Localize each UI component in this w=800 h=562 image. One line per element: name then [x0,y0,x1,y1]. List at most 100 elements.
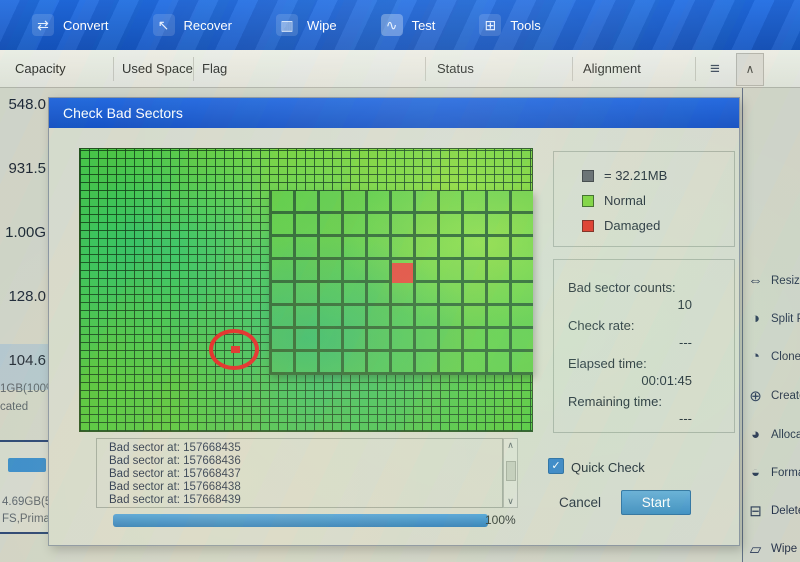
column-settings-icon[interactable]: ≡ [710,59,720,78]
check-rate-label: Check rate: [568,318,635,333]
check-bad-sectors-dialog: Check Bad Sectors = 32.21MB Normal Damag… [48,97,740,546]
toolbar-label-tools: Tools [510,17,541,33]
remaining-time-value: --- [679,411,692,426]
clone-pie-icon: ◔ [750,348,761,365]
block-size-label: = 32.21MB [604,168,668,183]
trash-icon: ⊟ [749,503,762,520]
log-line: Bad sector at: 157668439 [109,494,241,506]
menu-label-split: Split P [771,312,800,325]
elapsed-time-value: 00:01:45 [641,373,692,388]
column-divider [193,57,194,81]
shredder-icon: ▥ [275,14,298,36]
toolbar-label-convert: Convert [63,17,109,33]
menu-item-wipe-partition[interactable]: ▱ Wipe Partitio [747,540,800,558]
column-header-flag[interactable]: Flag [202,61,228,76]
legend-box: = 32.21MB Normal Damaged [553,151,735,247]
checkmark-icon: ✓ [551,460,561,472]
bad-sector-counts-value: 10 [677,297,692,312]
tools-grid-icon: ⊞ [479,14,502,36]
bad-sector-counts-label: Bad sector counts: [568,280,676,295]
elapsed-time-label: Elapsed time: [568,356,647,371]
column-header-status[interactable]: Status [437,61,474,76]
normal-label: Normal [604,193,646,208]
waveform-icon: ∿ [380,14,403,36]
menu-item-delete-partition[interactable]: ⊟ Delete Part [747,502,800,520]
capacity-cell[interactable]: 1.00G [5,224,46,241]
block-size-swatch [582,169,594,182]
menu-label-delete: Delete Part [771,505,800,517]
bad-sector-log: Bad sector at: 157668435 Bad sector at: … [96,438,503,508]
log-line: Bad sector at: 157668435 [109,442,241,454]
partition-unallocated-text: cated [0,401,29,413]
main-toolbar: ⇄ Convert ↖ Recover ▥ Wipe ∿ Test ⊞ Tool… [0,0,800,50]
magnified-sector-inset [269,191,533,375]
allocate-clock-icon: ◕ [750,426,761,443]
column-divider [695,57,696,81]
damaged-swatch [582,219,594,232]
selected-row-highlight [0,344,48,390]
quick-check-label[interactable]: Quick Check [571,460,645,475]
menu-label-create: Create P [771,390,800,402]
bad-sector-annotation-circle [209,329,259,370]
convert-arrows-icon: ⇄ [32,14,54,36]
damaged-label: Damaged [604,218,661,233]
table-scroll-up-button[interactable]: ∧ [736,53,764,86]
partition-fs-text: FS,Primary [2,513,60,525]
scroll-thumb[interactable] [506,461,516,481]
log-line: Bad sector at: 157668436 [109,455,241,467]
column-divider [113,57,114,81]
menu-item-allocate-free-space[interactable]: ◕ Allocate F [747,426,800,443]
capacity-cell[interactable]: 931.5 [8,160,46,177]
recover-arrow-icon: ↖ [152,14,175,36]
resize-arrows-icon: ⇔ [748,272,763,289]
damaged-sector-cell-zoomed [392,263,413,283]
capacity-cell[interactable]: 548.0 [8,96,46,113]
partition-usage-bar [8,458,46,472]
menu-item-format-partition[interactable]: ◒ Format Par [747,464,800,481]
partition-table-header: Capacity Used Space Flag Status Alignmen… [0,50,800,88]
normal-swatch [582,194,594,207]
operations-side-menu: ⇔ Resiz ◑ Split P ◔ Clone P ⊕ Create P ◕… [742,88,800,562]
start-button[interactable]: Start [621,490,691,515]
toolbar-item-recover[interactable]: ↖ Recover [152,14,232,36]
toolbar-item-convert[interactable]: ⇄ Convert [32,14,109,36]
menu-label-resize: Resiz [771,274,800,287]
menu-label-allocate: Allocate F [771,428,800,441]
toolbar-item-wipe[interactable]: ▥ Wipe [275,14,337,36]
log-scrollbar[interactable]: ∧ ∨ [503,438,518,508]
scan-stats-box: Bad sector counts: 10 Check rate: --- El… [553,259,735,433]
menu-item-split-partition[interactable]: ◑ Split P [747,310,800,327]
split-pie-icon: ◑ [750,310,761,327]
eraser-icon: ▱ [749,541,762,558]
create-plus-icon: ⊕ [749,388,762,405]
dialog-title-bar[interactable]: Check Bad Sectors [49,98,739,128]
toolbar-item-tools[interactable]: ⊞ Tools [479,14,541,36]
scroll-down-icon[interactable]: ∨ [507,496,514,506]
column-header-capacity[interactable]: Capacity [15,61,66,76]
progress-bar [113,514,488,527]
column-header-used-space[interactable]: Used Space [122,61,193,76]
check-rate-value: --- [679,335,692,350]
log-line: Bad sector at: 157668438 [109,481,241,493]
capacity-cell[interactable]: 128.0 [8,288,46,305]
toolbar-label-wipe: Wipe [306,17,337,33]
log-line: Bad sector at: 157668437 [109,468,241,480]
menu-label-clone: Clone P [771,350,800,363]
column-header-alignment[interactable]: Alignment [583,61,641,76]
remaining-time-label: Remaining time: [568,394,662,409]
menu-label-format: Format Par [771,466,800,479]
menu-item-create-partition[interactable]: ⊕ Create P [747,387,800,405]
cancel-button[interactable]: Cancel [558,495,602,510]
toolbar-item-test[interactable]: ∿ Test [380,14,436,36]
menu-label-wipe: Wipe Partitio [771,543,800,555]
toolbar-label-test: Test [411,17,436,33]
progress-percent-label: 100% [485,513,516,527]
toolbar-label-recover: Recover [183,17,232,33]
scroll-up-icon[interactable]: ∧ [507,440,514,450]
menu-item-clone-partition[interactable]: ◔ Clone P [747,348,800,365]
menu-item-resize[interactable]: ⇔ Resiz [747,272,800,289]
column-divider [425,57,426,81]
column-divider [572,57,573,81]
capacity-cell[interactable]: 104.6 [8,352,46,369]
quick-check-checkbox[interactable]: ✓ [548,458,564,474]
